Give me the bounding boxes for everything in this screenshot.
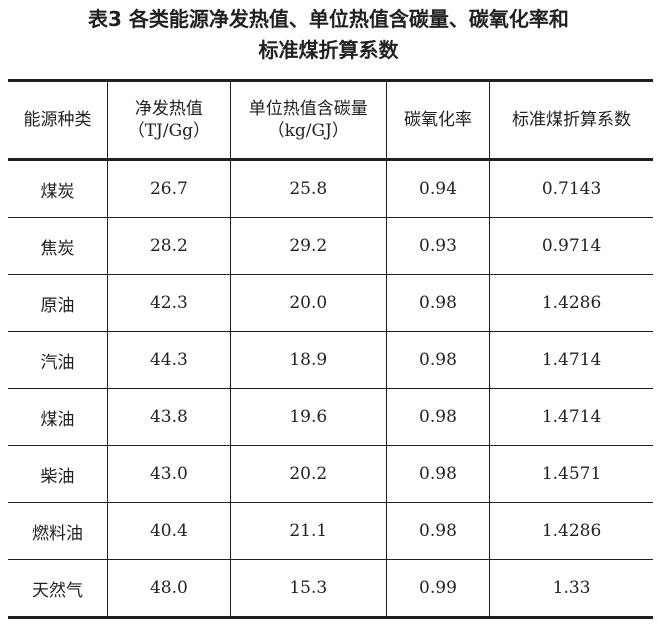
cell-net-calorific-value: 40.4 <box>107 502 231 560</box>
cell-oxidation-rate: 0.98 <box>385 274 491 332</box>
cell-energy-type: 燃料油 <box>8 502 109 560</box>
cell-oxidation-rate: 0.98 <box>385 502 491 560</box>
cell-carbon-content: 20.0 <box>229 274 387 332</box>
cell-carbon-content: 25.8 <box>229 159 387 218</box>
cell-net-calorific-value: 26.7 <box>107 159 231 218</box>
cell-carbon-content: 18.9 <box>229 331 387 389</box>
cell-coal-equivalent-factor: 1.33 <box>489 559 653 619</box>
table-row: 原油 42.3 20.0 0.98 1.4286 <box>8 274 653 332</box>
cell-coal-equivalent-factor: 1.4286 <box>489 502 653 560</box>
table-row: 焦炭 28.2 29.2 0.93 0.9714 <box>8 217 653 275</box>
cell-oxidation-rate: 0.98 <box>385 331 491 389</box>
cell-energy-type: 焦炭 <box>8 217 109 275</box>
energy-coefficients-table: 能源种类 净发热值（TJ/Gg） 单位热值含碳量（kg/GJ） 碳氧化率 标准煤… <box>8 79 653 619</box>
table-row: 柴油 43.0 20.2 0.98 1.4571 <box>8 445 653 503</box>
cell-net-calorific-value: 44.3 <box>107 331 231 389</box>
cell-net-calorific-value: 43.0 <box>107 445 231 503</box>
table-row: 燃料油 40.4 21.1 0.98 1.4286 <box>8 502 653 560</box>
cell-energy-type: 汽油 <box>8 331 109 389</box>
table-row: 煤油 43.8 19.6 0.98 1.4714 <box>8 388 653 446</box>
header-oxidation-rate: 碳氧化率 <box>385 79 491 161</box>
cell-net-calorific-value: 48.0 <box>107 559 231 619</box>
caption-line-2: 标准煤折算系数 <box>258 38 399 62</box>
cell-oxidation-rate: 0.94 <box>385 159 491 218</box>
header-net-calorific-value: 净发热值（TJ/Gg） <box>107 79 231 161</box>
cell-carbon-content: 29.2 <box>229 217 387 275</box>
cell-carbon-content: 19.6 <box>229 388 387 446</box>
cell-net-calorific-value: 42.3 <box>107 274 231 332</box>
table-row: 天然气 48.0 15.3 0.99 1.33 <box>8 559 653 619</box>
cell-energy-type: 煤炭 <box>8 159 109 218</box>
cell-carbon-content: 20.2 <box>229 445 387 503</box>
cell-net-calorific-value: 43.8 <box>107 388 231 446</box>
cell-coal-equivalent-factor: 0.9714 <box>489 217 653 275</box>
cell-energy-type: 原油 <box>8 274 109 332</box>
cell-coal-equivalent-factor: 0.7143 <box>489 159 653 218</box>
cell-energy-type: 柴油 <box>8 445 109 503</box>
cell-oxidation-rate: 0.93 <box>385 217 491 275</box>
cell-oxidation-rate: 0.98 <box>385 388 491 446</box>
cell-coal-equivalent-factor: 1.4714 <box>489 331 653 389</box>
cell-carbon-content: 21.1 <box>229 502 387 560</box>
table-row: 汽油 44.3 18.9 0.98 1.4714 <box>8 331 653 389</box>
table-caption: 表3 各类能源净发热值、单位热值含碳量、碳氧化率和 标准煤折算系数 <box>0 4 657 66</box>
header-energy-type: 能源种类 <box>8 79 109 161</box>
cell-energy-type: 天然气 <box>8 559 109 619</box>
header-coal-equivalent-factor: 标准煤折算系数 <box>489 79 653 161</box>
caption-line-1: 表3 各类能源净发热值、单位热值含碳量、碳氧化率和 <box>88 7 569 31</box>
cell-oxidation-rate: 0.99 <box>385 559 491 619</box>
cell-energy-type: 煤油 <box>8 388 109 446</box>
cell-coal-equivalent-factor: 1.4571 <box>489 445 653 503</box>
header-carbon-content: 单位热值含碳量（kg/GJ） <box>229 79 387 161</box>
cell-coal-equivalent-factor: 1.4286 <box>489 274 653 332</box>
cell-oxidation-rate: 0.98 <box>385 445 491 503</box>
cell-carbon-content: 15.3 <box>229 559 387 619</box>
header-row: 能源种类 净发热值（TJ/Gg） 单位热值含碳量（kg/GJ） 碳氧化率 标准煤… <box>8 79 653 161</box>
cell-coal-equivalent-factor: 1.4714 <box>489 388 653 446</box>
cell-net-calorific-value: 28.2 <box>107 217 231 275</box>
table-row: 煤炭 26.7 25.8 0.94 0.7143 <box>8 159 653 218</box>
